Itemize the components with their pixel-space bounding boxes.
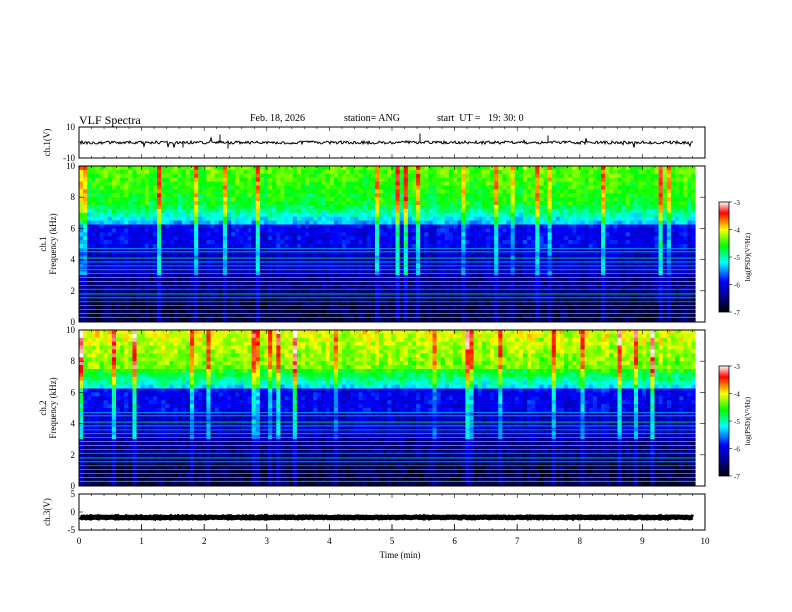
y-axis-label-channel: ch.2: [38, 400, 48, 415]
colorbar-tick-label: -6: [734, 446, 740, 454]
colorbar-tick-label: -7: [734, 309, 740, 317]
y-tick-label: 10: [66, 161, 76, 171]
spectrogram-image: [79, 166, 697, 323]
y-tick-label: 0: [71, 507, 76, 517]
colorbar-tick-label: -3: [734, 363, 740, 371]
colorbar-tick-label: -4: [734, 391, 740, 399]
x-tick-label: 1: [139, 536, 144, 546]
x-tick-label: 6: [452, 536, 457, 546]
y-tick-label: 2: [71, 286, 76, 296]
y-axis-label-frequency: Frequency (kHz): [48, 377, 58, 438]
x-tick-label: 7: [515, 536, 520, 546]
start-time-label: start UT = 19: 30: 0: [437, 113, 524, 124]
y-axis-label-channel: ch.1: [38, 236, 48, 251]
colorbar-label: log(PSD)(V²/Hz): [744, 232, 752, 281]
x-tick-label: 10: [701, 536, 711, 546]
y-tick-label: 2: [71, 450, 76, 460]
station-label: station= ANG: [344, 113, 400, 124]
no-data-strip: [695, 330, 705, 486]
colorbar-tick-label: -4: [734, 227, 740, 235]
x-tick-label: 8: [578, 536, 583, 546]
colorbar-tick-label: -3: [734, 199, 740, 207]
colorbar-tick-label: -5: [734, 254, 740, 262]
colorbar-tick-label: -6: [734, 282, 740, 290]
y-tick-label: 5: [71, 489, 76, 499]
colorbar: [718, 365, 730, 477]
x-tick-label: 2: [202, 536, 207, 546]
y-tick-label: -10: [63, 153, 75, 163]
y-axis-label: ch.3(V): [42, 498, 52, 526]
colorbar-tick-label: -5: [734, 418, 740, 426]
no-data-strip: [695, 166, 705, 322]
y-axis-label-frequency: Frequency (kHz): [48, 213, 58, 274]
y-tick-label: -5: [68, 525, 76, 535]
figure-title: VLF Spectra: [79, 113, 141, 127]
y-axis-label: ch.1(V): [42, 129, 52, 157]
x-tick-label: 0: [77, 536, 82, 546]
y-tick-label: 10: [66, 122, 76, 132]
y-tick-label: 4: [71, 419, 76, 429]
x-tick-label: 3: [265, 536, 270, 546]
y-tick-label: 10: [66, 325, 76, 335]
y-tick-label: 6: [71, 223, 76, 233]
colorbar-tick-label: -7: [734, 473, 740, 481]
x-tick-label: 9: [640, 536, 645, 546]
x-tick-label: 4: [327, 536, 332, 546]
waveform-trace: [79, 136, 693, 149]
spectrogram-image: [79, 330, 697, 487]
x-tick-label: 5: [390, 536, 395, 546]
date-label: Feb. 18, 2026: [250, 113, 305, 124]
x-axis-label: Time (min): [380, 550, 421, 560]
y-tick-label: 8: [71, 192, 76, 202]
y-tick-label: 8: [71, 356, 76, 366]
y-tick-label: 4: [71, 255, 76, 265]
y-tick-label: 0: [71, 481, 76, 491]
colorbar-label: log(PSD)(V²/Hz): [744, 396, 752, 445]
colorbar: [718, 201, 730, 313]
waveform-trace: [79, 513, 694, 522]
y-tick-label: 6: [71, 387, 76, 397]
y-tick-label: 0: [71, 317, 76, 327]
